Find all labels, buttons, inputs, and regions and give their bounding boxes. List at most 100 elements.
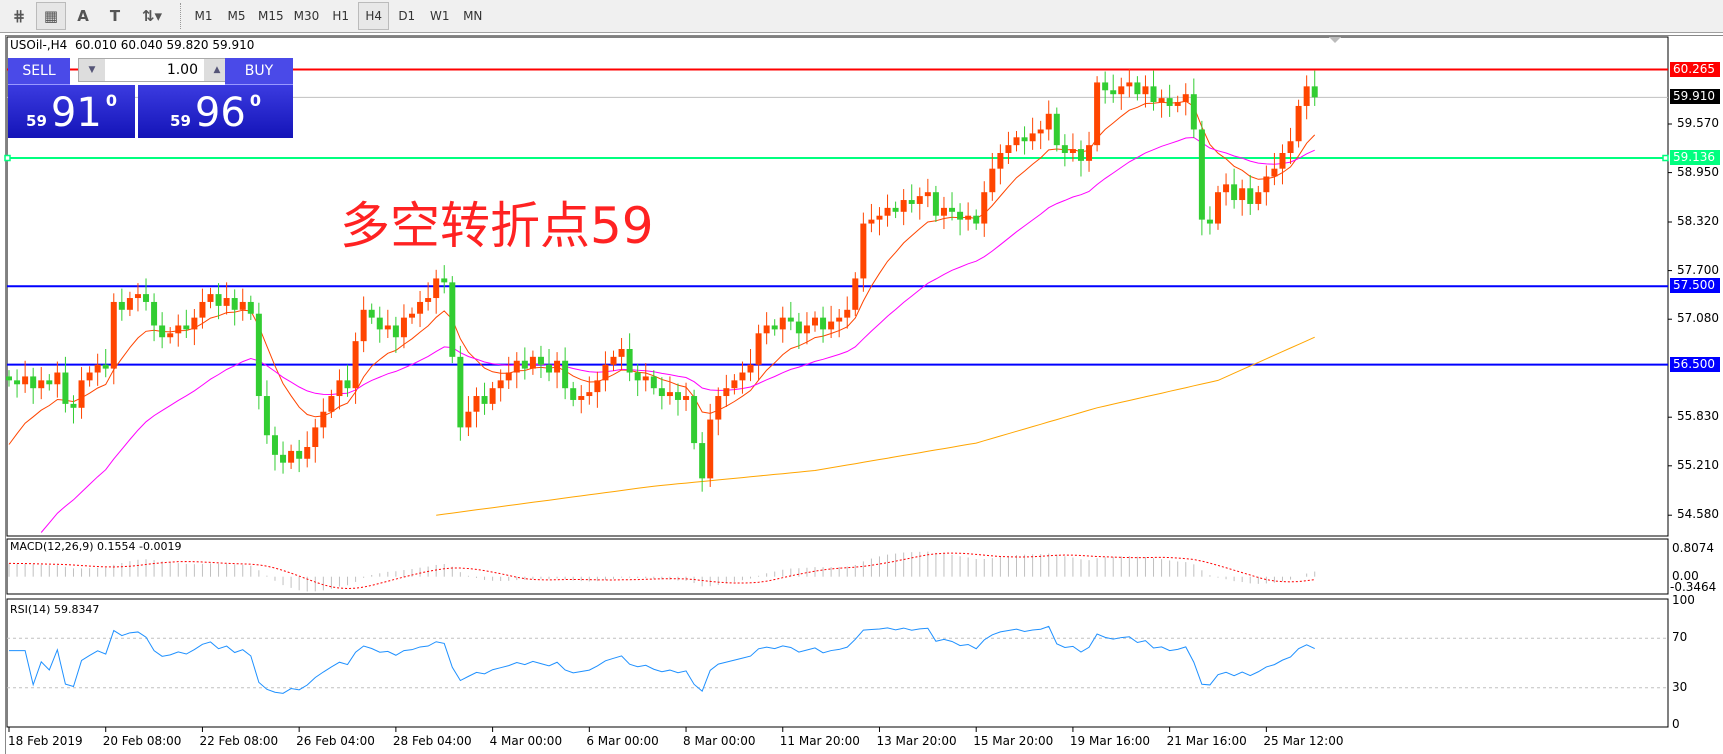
- timeframe-m15[interactable]: M15: [258, 9, 284, 23]
- candle-bearish: [481, 396, 488, 404]
- candle-bearish: [1311, 86, 1318, 98]
- candle-bullish: [940, 207, 947, 216]
- candle-bearish: [1231, 184, 1238, 201]
- chart-annotation-text[interactable]: 多空转折点59: [340, 197, 654, 255]
- candle-bearish: [908, 200, 915, 204]
- candle-bullish: [1037, 129, 1044, 134]
- candle-bullish: [828, 321, 835, 330]
- lot-increase-icon[interactable]: ▲: [204, 59, 230, 81]
- price-label-57.500: 57.500: [1670, 278, 1720, 294]
- candle-bullish: [94, 364, 101, 373]
- macd-tick-label: 0.00: [1672, 569, 1699, 583]
- candle-bullish: [425, 298, 432, 302]
- candle-bullish: [779, 317, 786, 330]
- buy-price-main: 96: [194, 90, 246, 136]
- candle-bearish: [14, 380, 21, 385]
- timeframe-m30[interactable]: M30: [293, 9, 320, 23]
- timeframe-h4[interactable]: H4: [358, 2, 390, 30]
- timeframe-h1[interactable]: H1: [332, 9, 350, 23]
- timeframe-bar: M1 M5 M15 M30 H1 H4 D1 W1 MN: [188, 2, 490, 30]
- candle-bullish: [223, 298, 230, 306]
- candle-bullish: [707, 419, 714, 479]
- candle-bullish: [997, 152, 1004, 169]
- candle-bearish: [949, 207, 956, 212]
- time-axis-label: 21 Mar 16:00: [1166, 734, 1247, 748]
- candle-bullish: [916, 196, 923, 204]
- candle-bullish: [642, 376, 649, 381]
- buy-price-prefix: 59: [170, 112, 191, 130]
- candle-bullish: [610, 356, 617, 365]
- candle-bearish: [1061, 145, 1068, 153]
- chart-experts-icon[interactable]: ⋕: [12, 7, 26, 25]
- candle-bearish: [118, 301, 125, 310]
- candle-bullish: [900, 200, 907, 212]
- candle-bearish: [691, 396, 698, 444]
- buy-button[interactable]: BUY: [225, 58, 293, 85]
- candle-bullish: [1005, 145, 1012, 153]
- candle-bearish: [255, 313, 262, 397]
- candle-bullish: [747, 364, 754, 373]
- candle-bearish: [546, 364, 553, 373]
- timeframe-mn[interactable]: MN: [463, 9, 483, 23]
- candle-bullish: [852, 278, 859, 310]
- text-label-icon[interactable]: T: [109, 7, 121, 25]
- sell-button[interactable]: SELL: [8, 58, 70, 85]
- candle-bullish: [505, 372, 512, 381]
- sell-price-button[interactable]: 59 91 0: [8, 85, 135, 138]
- candle-bearish: [457, 356, 464, 428]
- candle-bearish: [143, 294, 150, 302]
- candle-bullish: [1295, 105, 1302, 142]
- candle-bullish: [134, 294, 141, 299]
- candle-bullish: [1045, 113, 1052, 130]
- candle-bullish: [312, 427, 319, 447]
- candle-bullish: [54, 372, 61, 385]
- candle-bullish: [876, 215, 883, 220]
- price-label-60.265: 60.265: [1670, 61, 1720, 77]
- timeframe-d1[interactable]: D1: [398, 9, 416, 23]
- candle-bearish: [537, 356, 544, 365]
- candle-bullish: [360, 309, 367, 342]
- timeframe-w1[interactable]: W1: [430, 9, 450, 23]
- arrows-icon[interactable]: ⇅▾: [141, 7, 163, 25]
- candle-bearish: [699, 443, 706, 479]
- toolbar: ⋕ ▦ A T ⇅▾ M1 M5 M15 M30 H1 H4 D1 W1 MN: [0, 0, 1723, 33]
- candle-bearish: [957, 211, 964, 220]
- candle-bullish: [489, 388, 496, 404]
- candle-bearish: [1247, 188, 1254, 204]
- toolbar-separator: [180, 3, 182, 29]
- candle-bullish: [924, 192, 931, 197]
- candle-bearish: [932, 192, 939, 216]
- candle-bullish: [594, 380, 601, 393]
- candle-bearish: [449, 282, 456, 357]
- macd-tick-label: 0.8074: [1672, 541, 1714, 555]
- candle-bullish: [586, 392, 593, 397]
- candle-bearish: [344, 380, 351, 389]
- chart-window[interactable]: [5, 35, 1723, 754]
- price-label-56.500: 56.500: [1670, 356, 1720, 372]
- candle-bullish: [328, 396, 335, 412]
- candle-bullish: [191, 317, 198, 330]
- lot-value[interactable]: 1.00: [166, 62, 198, 78]
- candle-bullish: [981, 192, 988, 224]
- candle-bullish: [1271, 168, 1278, 177]
- lot-size-field[interactable]: ▼ 1.00 ▲: [78, 58, 231, 82]
- timeframe-m1[interactable]: M1: [194, 9, 213, 23]
- candle-bullish: [336, 380, 343, 397]
- ma-mid-line: [40, 136, 1315, 533]
- candle-bullish: [1255, 192, 1262, 204]
- candle-bullish: [433, 278, 440, 299]
- grid-icon[interactable]: ▦: [36, 2, 66, 30]
- macd-pane-frame: [6, 538, 1669, 595]
- candle-bearish: [296, 450, 303, 459]
- timeframe-m5[interactable]: M5: [227, 9, 246, 23]
- lot-decrease-icon[interactable]: ▼: [79, 59, 105, 81]
- buy-price-button[interactable]: 59 96 0: [138, 85, 293, 138]
- candle-bullish: [989, 168, 996, 193]
- candle-bearish: [368, 309, 375, 318]
- text-a-icon[interactable]: A: [77, 7, 89, 25]
- time-axis-label: 6 Mar 00:00: [586, 734, 659, 748]
- price-label-59.136: 59.136: [1670, 150, 1720, 165]
- candle-bullish: [513, 360, 520, 373]
- candle-bearish: [973, 215, 980, 224]
- candle-bearish: [795, 321, 802, 334]
